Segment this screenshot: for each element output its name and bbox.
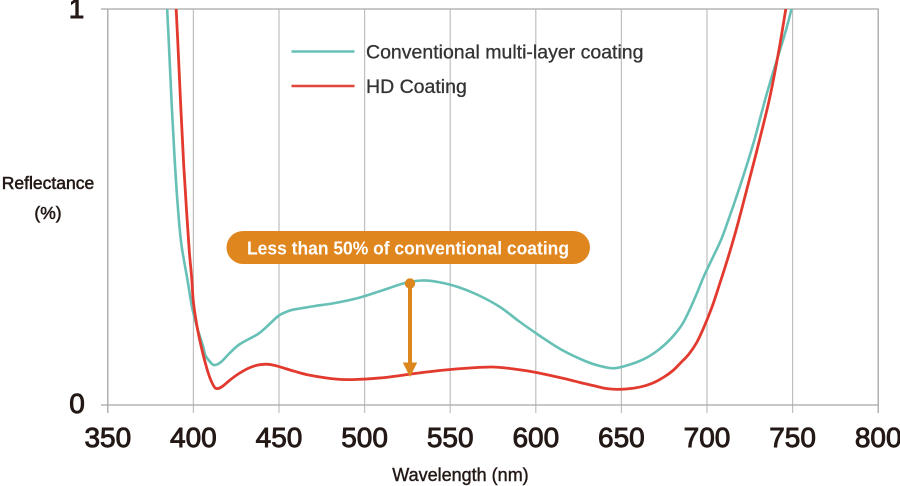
svg-text:400: 400	[170, 422, 217, 453]
svg-text:800: 800	[855, 422, 900, 453]
svg-text:650: 650	[598, 422, 645, 453]
svg-text:Less than 50% of conventional: Less than 50% of conventional coating	[247, 239, 569, 259]
svg-text:500: 500	[341, 422, 388, 453]
svg-text:350: 350	[84, 422, 131, 453]
svg-text:Reflectance: Reflectance	[2, 173, 94, 193]
svg-text:1: 1	[69, 0, 85, 24]
svg-text:Conventional multi-layer coati: Conventional multi-layer coating	[366, 42, 643, 64]
svg-text:550: 550	[427, 422, 474, 453]
svg-text:700: 700	[684, 422, 731, 453]
svg-text:Wavelength (nm): Wavelength (nm)	[392, 465, 528, 485]
svg-text:450: 450	[256, 422, 303, 453]
svg-text:HD Coating: HD Coating	[366, 76, 467, 98]
svg-text:0: 0	[69, 388, 85, 419]
svg-text:750: 750	[769, 422, 816, 453]
svg-text:600: 600	[512, 422, 559, 453]
svg-text:(%): (%)	[34, 203, 61, 223]
